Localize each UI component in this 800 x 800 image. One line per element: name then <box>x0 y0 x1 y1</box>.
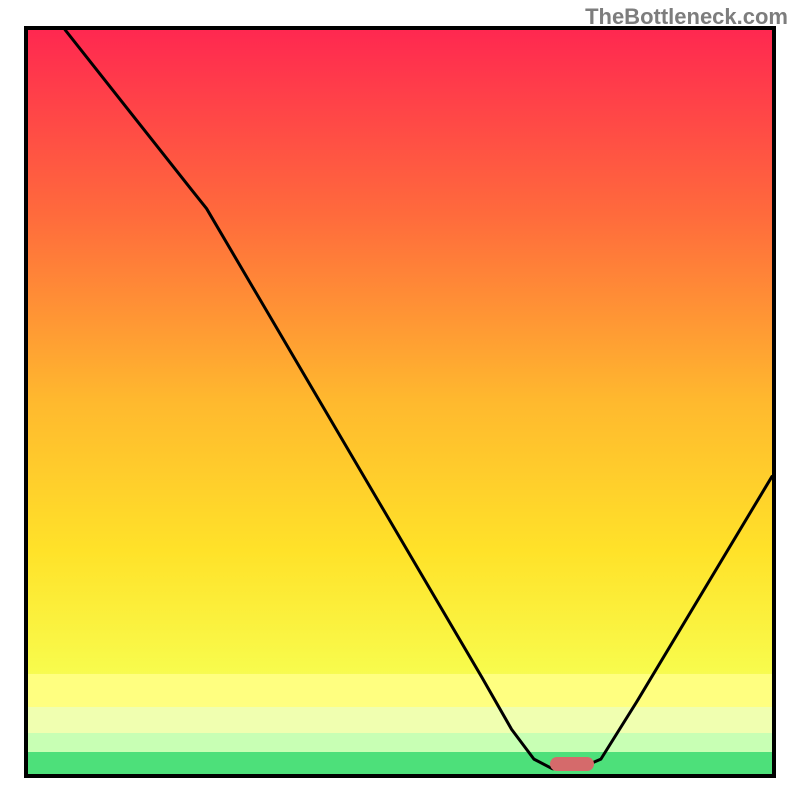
chart-container: TheBottleneck.com <box>0 0 800 800</box>
plot-frame <box>24 26 776 778</box>
watermark-text: TheBottleneck.com <box>585 4 788 30</box>
bottleneck-curve <box>28 30 772 774</box>
optimal-marker <box>550 757 594 771</box>
